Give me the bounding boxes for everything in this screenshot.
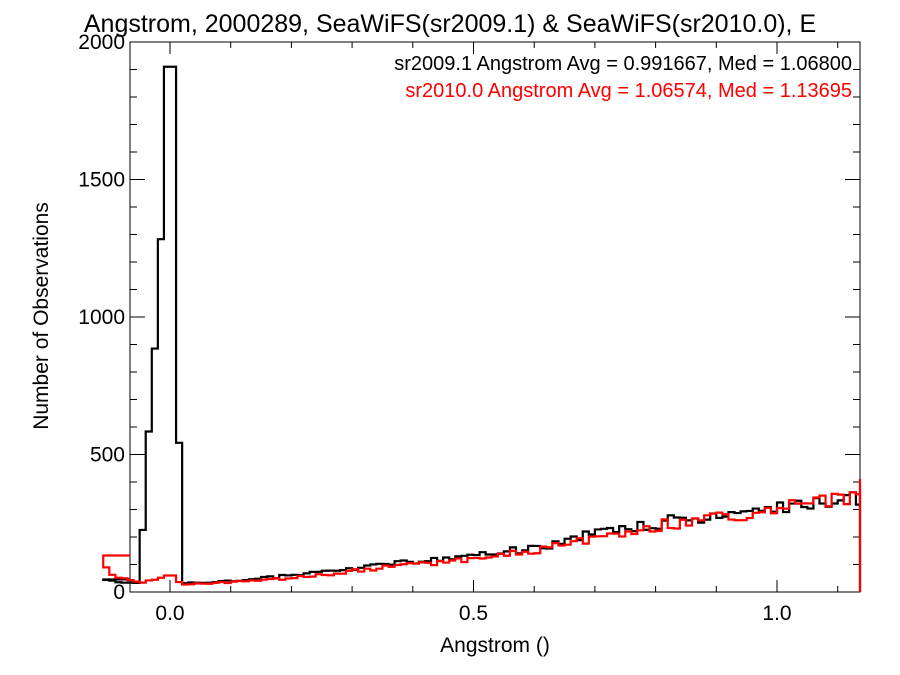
series-2-histogram [102,478,862,592]
y-tick-label: 1000 [78,306,125,329]
x-tick-label: 0.5 [459,602,488,625]
plot-area: 0.00.51.01.52.00500100015002000sr2009.1 … [78,31,862,625]
series-1-histogram [102,65,862,592]
y-tick-label: 2000 [78,31,125,54]
x-tick-label: 1.0 [762,602,791,625]
annotation-2: sr2010.0 Angstrom Avg = 1.06574, Med = 1… [405,80,852,102]
y-tick-label: 500 [90,444,125,467]
x-axis-label: Angstrom () [440,634,550,657]
chart-title: Angstrom, 2000289, SeaWiFS(sr2009.1) & S… [84,10,816,38]
plot-frame [129,41,861,593]
y-tick-label: 1500 [78,169,125,192]
x-tick-label: 0.0 [155,602,184,625]
annotation-1: sr2009.1 Angstrom Avg = 0.991667, Med = … [394,53,852,75]
y-tick-label: 0 [113,581,125,604]
y-axis-label: Number of Observations [30,202,53,430]
